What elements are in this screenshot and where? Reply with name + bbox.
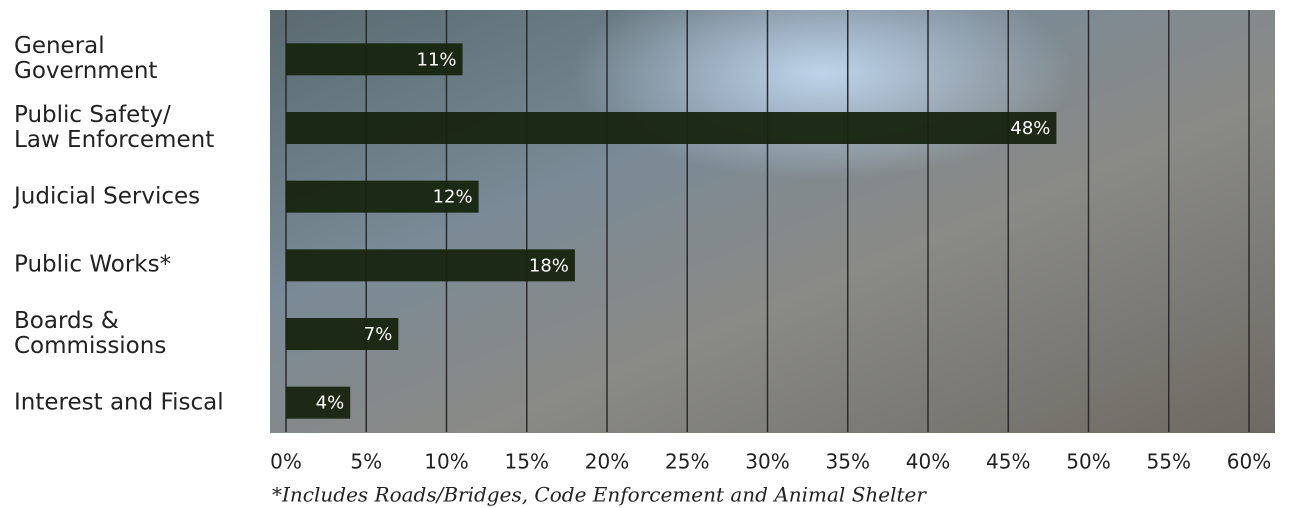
x-tick-label: 30% xyxy=(745,450,789,474)
value-label: 4% xyxy=(316,393,345,414)
bar xyxy=(286,386,351,419)
value-label: 12% xyxy=(433,187,473,208)
footnote: *Includes Roads/Bridges, Code Enforcemen… xyxy=(272,483,927,507)
category-label: General Government xyxy=(14,33,158,85)
x-tick-label: 15% xyxy=(505,450,549,474)
x-tick-label: 10% xyxy=(424,450,468,474)
value-label: 18% xyxy=(529,255,569,276)
background-glow xyxy=(270,10,1275,433)
category-label: Judicial Services xyxy=(14,183,201,210)
bar xyxy=(286,180,479,213)
x-tick-label: 50% xyxy=(1066,450,1110,474)
value-label: 7% xyxy=(364,324,393,345)
bar xyxy=(286,43,463,76)
category-label: Public Safety/ Law Enforcement xyxy=(14,102,215,153)
x-tick-label: 5% xyxy=(350,450,382,474)
x-tick-label: 35% xyxy=(826,450,870,474)
x-tick-label: 25% xyxy=(665,450,709,474)
bar xyxy=(286,249,575,282)
x-tick-label: 60% xyxy=(1227,450,1271,474)
x-tick-label: 45% xyxy=(986,450,1030,474)
value-label: 11% xyxy=(417,49,457,70)
x-tick-label: 0% xyxy=(270,450,302,474)
category-label: Public Works* xyxy=(14,251,172,278)
bar xyxy=(286,112,1057,144)
value-label: 48% xyxy=(1010,118,1050,139)
category-label: Interest and Fiscal xyxy=(14,389,224,416)
x-tick-label: 20% xyxy=(585,450,629,474)
x-tick-label: 55% xyxy=(1147,450,1191,474)
category-label: Boards & Commissions xyxy=(14,308,167,359)
x-tick-label: 40% xyxy=(906,450,950,474)
bar xyxy=(286,318,399,350)
